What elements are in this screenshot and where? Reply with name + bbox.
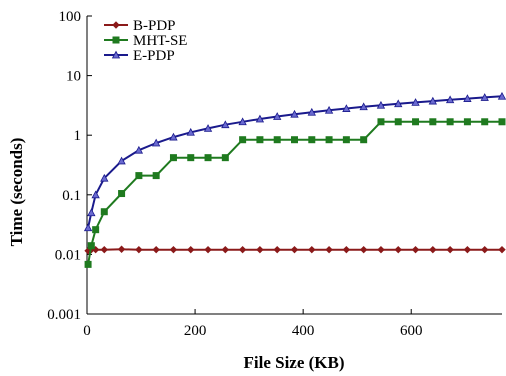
legend-marker-b-pdp bbox=[113, 22, 119, 28]
data-point-mht-se bbox=[395, 119, 401, 125]
data-point-b-pdp bbox=[257, 247, 263, 253]
data-point-mht-se bbox=[274, 137, 280, 143]
data-point-b-pdp bbox=[205, 247, 211, 253]
x-tick-label: 400 bbox=[292, 323, 315, 339]
legend-label-mht-se: MHT-SE bbox=[133, 33, 187, 49]
data-point-b-pdp bbox=[292, 247, 298, 253]
y-axis-title: Time (seconds) bbox=[7, 138, 26, 247]
data-point-b-pdp bbox=[274, 247, 280, 253]
data-point-b-pdp bbox=[136, 247, 142, 253]
legend-label-e-pdp: E-PDP bbox=[133, 48, 175, 64]
data-point-mht-se bbox=[499, 119, 505, 125]
data-point-b-pdp bbox=[413, 247, 419, 253]
data-point-mht-se bbox=[482, 119, 488, 125]
x-tick-label: 600 bbox=[400, 323, 423, 339]
data-point-b-pdp bbox=[222, 247, 228, 253]
data-point-e-pdp bbox=[88, 209, 95, 216]
data-point-mht-se bbox=[93, 227, 99, 233]
data-point-b-pdp bbox=[240, 247, 246, 253]
data-point-mht-se bbox=[119, 191, 125, 197]
y-tick-label: 10 bbox=[66, 69, 81, 85]
data-point-b-pdp bbox=[170, 247, 176, 253]
data-point-b-pdp bbox=[499, 247, 505, 253]
y-tick-label: 100 bbox=[59, 9, 82, 25]
data-point-mht-se bbox=[447, 119, 453, 125]
data-point-mht-se bbox=[430, 119, 436, 125]
series-e-pdp bbox=[85, 93, 506, 231]
data-point-b-pdp bbox=[482, 247, 488, 253]
data-point-mht-se bbox=[309, 137, 315, 143]
data-point-mht-se bbox=[257, 137, 263, 143]
data-point-mht-se bbox=[88, 243, 94, 249]
data-point-b-pdp bbox=[188, 247, 194, 253]
data-point-mht-se bbox=[292, 137, 298, 143]
data-point-mht-se bbox=[464, 119, 470, 125]
legend-entry-e-pdp: E-PDP bbox=[104, 48, 175, 64]
data-point-mht-se bbox=[326, 137, 332, 143]
data-point-b-pdp bbox=[309, 247, 315, 253]
data-point-mht-se bbox=[85, 261, 91, 267]
data-point-b-pdp bbox=[101, 247, 107, 253]
series-b-pdp bbox=[85, 246, 505, 254]
data-point-b-pdp bbox=[430, 247, 436, 253]
legend-marker-mht-se bbox=[113, 37, 119, 43]
data-point-mht-se bbox=[205, 155, 211, 161]
data-point-b-pdp bbox=[378, 247, 384, 253]
series-layer bbox=[85, 93, 506, 268]
x-tick-label: 0 bbox=[83, 323, 91, 339]
data-point-mht-se bbox=[343, 137, 349, 143]
legend-entry-b-pdp: B-PDP bbox=[104, 18, 176, 34]
x-axis-title: File Size (KB) bbox=[243, 353, 344, 372]
data-point-b-pdp bbox=[153, 247, 159, 253]
data-point-mht-se bbox=[101, 209, 107, 215]
data-point-mht-se bbox=[378, 119, 384, 125]
data-point-mht-se bbox=[170, 155, 176, 161]
y-tick-label: 1 bbox=[74, 128, 82, 144]
data-point-mht-se bbox=[413, 119, 419, 125]
legend-entry-mht-se: MHT-SE bbox=[104, 33, 187, 49]
data-point-b-pdp bbox=[361, 247, 367, 253]
data-point-mht-se bbox=[153, 173, 159, 179]
y-tick-label: 0.01 bbox=[55, 247, 81, 263]
axes: 0.001 0.01 0.1 1 10 100 0 200 400 600 bbox=[47, 9, 502, 339]
data-point-b-pdp bbox=[395, 247, 401, 253]
y-tick-label: 0.1 bbox=[62, 188, 81, 204]
data-point-e-pdp bbox=[85, 224, 92, 231]
y-tick-label: 0.001 bbox=[47, 307, 81, 323]
data-point-mht-se bbox=[222, 155, 228, 161]
x-tick-label: 200 bbox=[184, 323, 207, 339]
data-point-mht-se bbox=[188, 155, 194, 161]
series-mht-se bbox=[85, 119, 505, 268]
data-point-mht-se bbox=[240, 137, 246, 143]
data-point-mht-se bbox=[136, 173, 142, 179]
data-point-b-pdp bbox=[464, 247, 470, 253]
data-point-b-pdp bbox=[119, 246, 125, 252]
data-point-mht-se bbox=[361, 137, 367, 143]
data-point-b-pdp bbox=[447, 247, 453, 253]
data-point-e-pdp bbox=[92, 191, 99, 198]
legend-label-b-pdp: B-PDP bbox=[133, 18, 176, 34]
data-point-b-pdp bbox=[343, 247, 349, 253]
data-point-b-pdp bbox=[326, 247, 332, 253]
